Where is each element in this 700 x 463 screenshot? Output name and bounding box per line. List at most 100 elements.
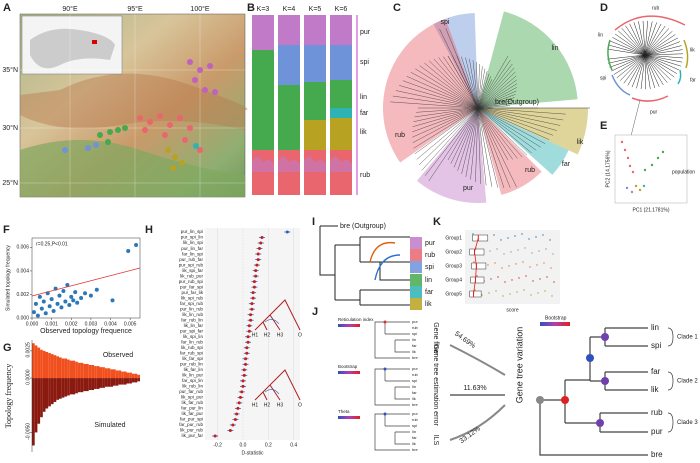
observed-bar xyxy=(110,369,113,379)
branch xyxy=(416,107,479,160)
node xyxy=(601,333,609,341)
simulated-bar xyxy=(34,378,38,433)
jitter xyxy=(510,251,512,253)
jitter xyxy=(501,267,503,269)
observed-bar xyxy=(69,360,73,379)
y-tick-label: pur_rub_spi xyxy=(179,279,203,284)
node xyxy=(586,354,594,362)
plot-frame xyxy=(31,237,141,319)
branch xyxy=(477,107,517,188)
histogram: -0.0050 0.0000 0.0025 Observed Simulated Topo… xyxy=(4,340,140,452)
y-tick-label: pur_rub_lin xyxy=(180,362,203,367)
branch xyxy=(450,107,479,164)
pca-point xyxy=(642,184,646,188)
simulated-bar xyxy=(123,378,127,385)
site xyxy=(115,127,121,133)
branch xyxy=(644,54,680,71)
x-tick-label: 0.4 xyxy=(290,442,297,448)
point xyxy=(65,283,70,288)
observed-bar xyxy=(94,366,97,379)
simulated-bar xyxy=(99,378,103,388)
observed-bar xyxy=(72,360,76,379)
jitter xyxy=(496,248,498,250)
point xyxy=(249,318,253,322)
branch xyxy=(477,107,537,151)
jitter xyxy=(529,266,531,268)
inset-flow xyxy=(264,389,280,395)
site xyxy=(202,87,208,93)
jitter xyxy=(550,267,552,269)
point xyxy=(247,329,251,333)
observed-bar xyxy=(104,368,108,379)
clade-arc xyxy=(607,39,613,71)
branch xyxy=(477,75,517,109)
box xyxy=(470,276,485,284)
jitter xyxy=(536,264,538,266)
group-label: lik xyxy=(360,129,367,136)
legend-gradient xyxy=(338,371,360,374)
branch xyxy=(453,107,479,168)
y-tick-label: far_rub_lin xyxy=(181,317,203,322)
ancestry-band xyxy=(330,80,352,108)
simulated-bar xyxy=(64,378,68,397)
lat-label: 30°N xyxy=(2,124,18,132)
y-tick-label: 0.004 xyxy=(16,268,29,274)
branch xyxy=(644,45,682,56)
simulated-bar xyxy=(126,378,130,384)
observed-bar xyxy=(115,370,119,379)
branch xyxy=(477,107,528,156)
branch xyxy=(644,54,664,86)
legend-title: Reticulation index xyxy=(338,317,374,322)
gene-flow xyxy=(369,241,396,263)
branch xyxy=(613,54,646,75)
ancestry-band xyxy=(330,45,352,80)
point xyxy=(231,423,235,427)
ancestry-band xyxy=(252,150,274,195)
observed-bar xyxy=(96,366,100,379)
simulated-bar xyxy=(134,378,138,383)
simulated-bar xyxy=(121,378,124,385)
inset-label: H2 xyxy=(264,332,271,338)
x-tick-label: 0.005 xyxy=(124,321,137,327)
legend-title: population xyxy=(672,169,695,175)
branch xyxy=(424,62,479,109)
node xyxy=(561,396,569,404)
jitter xyxy=(535,236,537,238)
site xyxy=(122,125,128,131)
simulated-bar xyxy=(129,378,132,384)
group-label: pur xyxy=(360,29,371,36)
legend-title: Theta xyxy=(338,409,350,414)
branch xyxy=(419,65,479,109)
branch xyxy=(644,23,662,56)
branch xyxy=(644,21,653,56)
site xyxy=(105,139,111,145)
box xyxy=(469,290,482,298)
simulated-bar xyxy=(118,378,122,385)
small-leaf: far xyxy=(412,435,417,440)
ancestry-band xyxy=(304,82,326,120)
pca-point xyxy=(643,168,647,172)
branch xyxy=(465,107,479,177)
point xyxy=(94,287,99,292)
node xyxy=(601,377,609,385)
jitter xyxy=(518,277,520,279)
branch xyxy=(633,22,646,56)
group-label: lin xyxy=(360,94,367,101)
small-leaf: lik xyxy=(412,349,416,354)
jitter xyxy=(509,293,511,295)
panel-letter: I xyxy=(312,216,315,228)
y-tick-label: Group1 xyxy=(445,235,462,241)
pca-frame xyxy=(614,134,688,204)
point xyxy=(69,294,74,299)
branch xyxy=(644,41,681,56)
y-tick-label: far_lin_rub xyxy=(181,339,203,344)
branch xyxy=(477,73,490,109)
jitter xyxy=(538,250,540,252)
simulated-bar xyxy=(67,378,70,396)
point xyxy=(260,236,264,240)
y-axis-label: Simulated topology frequency xyxy=(5,245,11,311)
y-tick-label: far_pur_spi xyxy=(180,417,203,422)
jitter xyxy=(553,281,555,283)
branch xyxy=(477,107,564,121)
y-tick-label: lik_lin_far xyxy=(184,323,204,328)
